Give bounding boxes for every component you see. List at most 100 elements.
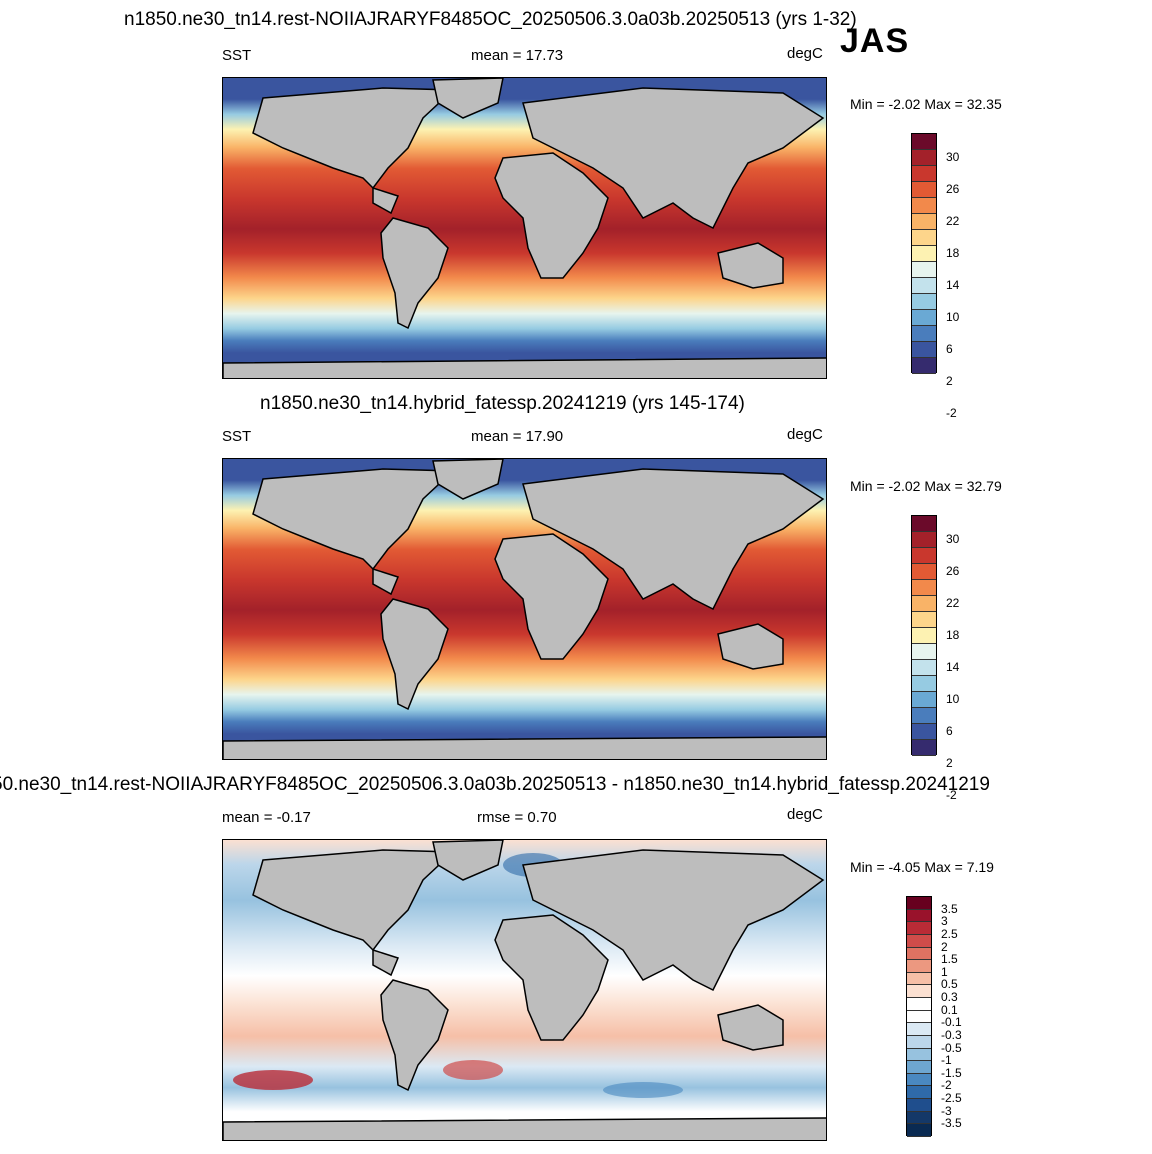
colorbar-tick-label: 0.5 xyxy=(941,977,958,992)
colorbar-segment xyxy=(907,1023,931,1036)
colorbar-segment xyxy=(912,596,936,612)
panel2-variable-label: SST xyxy=(222,428,252,445)
colorbar-segment xyxy=(912,548,936,564)
colorbar-tick-label: 2 xyxy=(946,756,953,770)
panel1-map-graphic xyxy=(223,78,826,378)
colorbar-tick-label: -0.3 xyxy=(941,1027,962,1042)
colorbar-tick-label: -2.5 xyxy=(941,1091,962,1106)
colorbar-segment xyxy=(907,1124,931,1137)
colorbar-segment xyxy=(912,230,936,246)
panel1-map xyxy=(222,77,827,379)
colorbar-tick-label: 10 xyxy=(946,310,960,324)
colorbar-tick-label: -0.1 xyxy=(941,1015,962,1030)
colorbar-segment xyxy=(912,342,936,358)
colorbar-segment xyxy=(912,564,936,580)
colorbar-segment xyxy=(912,676,936,692)
colorbar-tick-label: 22 xyxy=(946,596,960,610)
colorbar-tick-label: -1 xyxy=(941,1053,952,1068)
panel2-map xyxy=(222,458,827,760)
panel2-title: n1850.ne30_tn14.hybrid_fatessp.20241219 … xyxy=(260,393,745,414)
colorbar-segment xyxy=(912,166,936,182)
colorbar-segment xyxy=(912,580,936,596)
colorbar-tick-label: 0.1 xyxy=(941,1002,958,1017)
colorbar-segment xyxy=(907,1061,931,1074)
colorbar-segment xyxy=(912,628,936,644)
colorbar-segment xyxy=(907,1099,931,1112)
colorbar-tick-label: 10 xyxy=(946,692,960,706)
panel2-mean-label: mean = 17.90 xyxy=(471,428,564,445)
colorbar-tick-label: 6 xyxy=(946,342,953,356)
colorbar-box xyxy=(906,896,932,1137)
colorbar-tick-label: 1.5 xyxy=(941,952,958,967)
panel3-minmax: Min = -4.05 Max = 7.19 xyxy=(850,859,994,875)
colorbar-segment xyxy=(907,1073,931,1087)
colorbar-tick-label: -3 xyxy=(941,1103,952,1118)
colorbar-segment xyxy=(912,644,936,660)
panel2-map-graphic xyxy=(223,459,826,759)
panel1-variable-label: SST xyxy=(222,47,252,64)
colorbar-tick-label: 2 xyxy=(946,374,953,388)
colorbar-segment xyxy=(912,310,936,326)
colorbar-box xyxy=(911,133,937,374)
colorbar-tick-label: 2 xyxy=(941,939,948,954)
colorbar-segment xyxy=(912,612,936,628)
panel3-map-graphic xyxy=(223,840,826,1140)
colorbar-tick-label: -0.5 xyxy=(941,1040,962,1055)
colorbar-tick-label: 3 xyxy=(941,914,948,929)
colorbar-segment xyxy=(912,692,936,708)
panel2-minmax: Min = -2.02 Max = 32.79 xyxy=(850,478,1002,494)
colorbar-tick-label: 22 xyxy=(946,214,960,228)
colorbar-segment xyxy=(912,278,936,294)
colorbar-segment xyxy=(912,134,936,150)
season-badge: JAS xyxy=(840,22,910,60)
panel3-mean-label: mean = -0.17 xyxy=(222,809,311,826)
colorbar-segment xyxy=(912,532,936,548)
colorbar-tick-label: 30 xyxy=(946,150,960,164)
colorbar-tick-label: 14 xyxy=(946,278,960,292)
colorbar-segment xyxy=(907,985,931,999)
colorbar-tick-label: 18 xyxy=(946,628,960,642)
colorbar-segment xyxy=(912,660,936,676)
colorbar-segment xyxy=(912,198,936,214)
colorbar-segment xyxy=(912,294,936,310)
colorbar-tick-label: 2.5 xyxy=(941,926,958,941)
panel3-units-label: degC xyxy=(787,806,823,823)
colorbar-segment xyxy=(907,960,931,973)
colorbar-segment xyxy=(912,246,936,262)
colorbar-segment xyxy=(912,150,936,166)
colorbar-segment xyxy=(912,516,936,532)
colorbar-segment xyxy=(912,214,936,230)
colorbar-tick-label: 26 xyxy=(946,182,960,196)
colorbar-segment xyxy=(912,358,936,374)
colorbar-tick-label: 0.3 xyxy=(941,990,958,1005)
colorbar-segment xyxy=(912,740,936,756)
colorbar-segment xyxy=(912,724,936,740)
colorbar-tick-label: 6 xyxy=(946,724,953,738)
colorbar-segment xyxy=(907,1086,931,1100)
colorbar-segment xyxy=(912,326,936,342)
colorbar-segment xyxy=(912,708,936,724)
colorbar-segment xyxy=(912,182,936,198)
colorbar-tick-label: -2 xyxy=(946,406,957,420)
colorbar-tick-label: 14 xyxy=(946,660,960,674)
colorbar-tick-label: 30 xyxy=(946,532,960,546)
colorbar-tick-label: -1.5 xyxy=(941,1065,962,1080)
colorbar-box xyxy=(911,515,937,756)
colorbar-segment xyxy=(907,1010,931,1024)
colorbar-segment xyxy=(912,262,936,278)
panel3-map xyxy=(222,839,827,1141)
panel3-title: 50.ne30_tn14.rest-NOIIAJRARYF8485OC_2025… xyxy=(0,774,990,795)
colorbar-tick-label: 1 xyxy=(941,964,948,979)
colorbar-segment xyxy=(907,909,931,923)
panel1-title: n1850.ne30_tn14.rest-NOIIAJRARYF8485OC_2… xyxy=(124,9,857,30)
panel1-minmax: Min = -2.02 Max = 32.35 xyxy=(850,96,1002,112)
colorbar-segment xyxy=(907,922,931,935)
colorbar-tick-label: 26 xyxy=(946,564,960,578)
colorbar-segment xyxy=(907,998,931,1011)
colorbar-segment xyxy=(907,934,931,948)
panel3-rmse-label: rmse = 0.70 xyxy=(477,809,557,826)
colorbar-tick-label: 3.5 xyxy=(941,901,958,916)
panel2-units-label: degC xyxy=(787,426,823,443)
colorbar-segment xyxy=(907,947,931,961)
colorbar-segment xyxy=(907,897,931,910)
